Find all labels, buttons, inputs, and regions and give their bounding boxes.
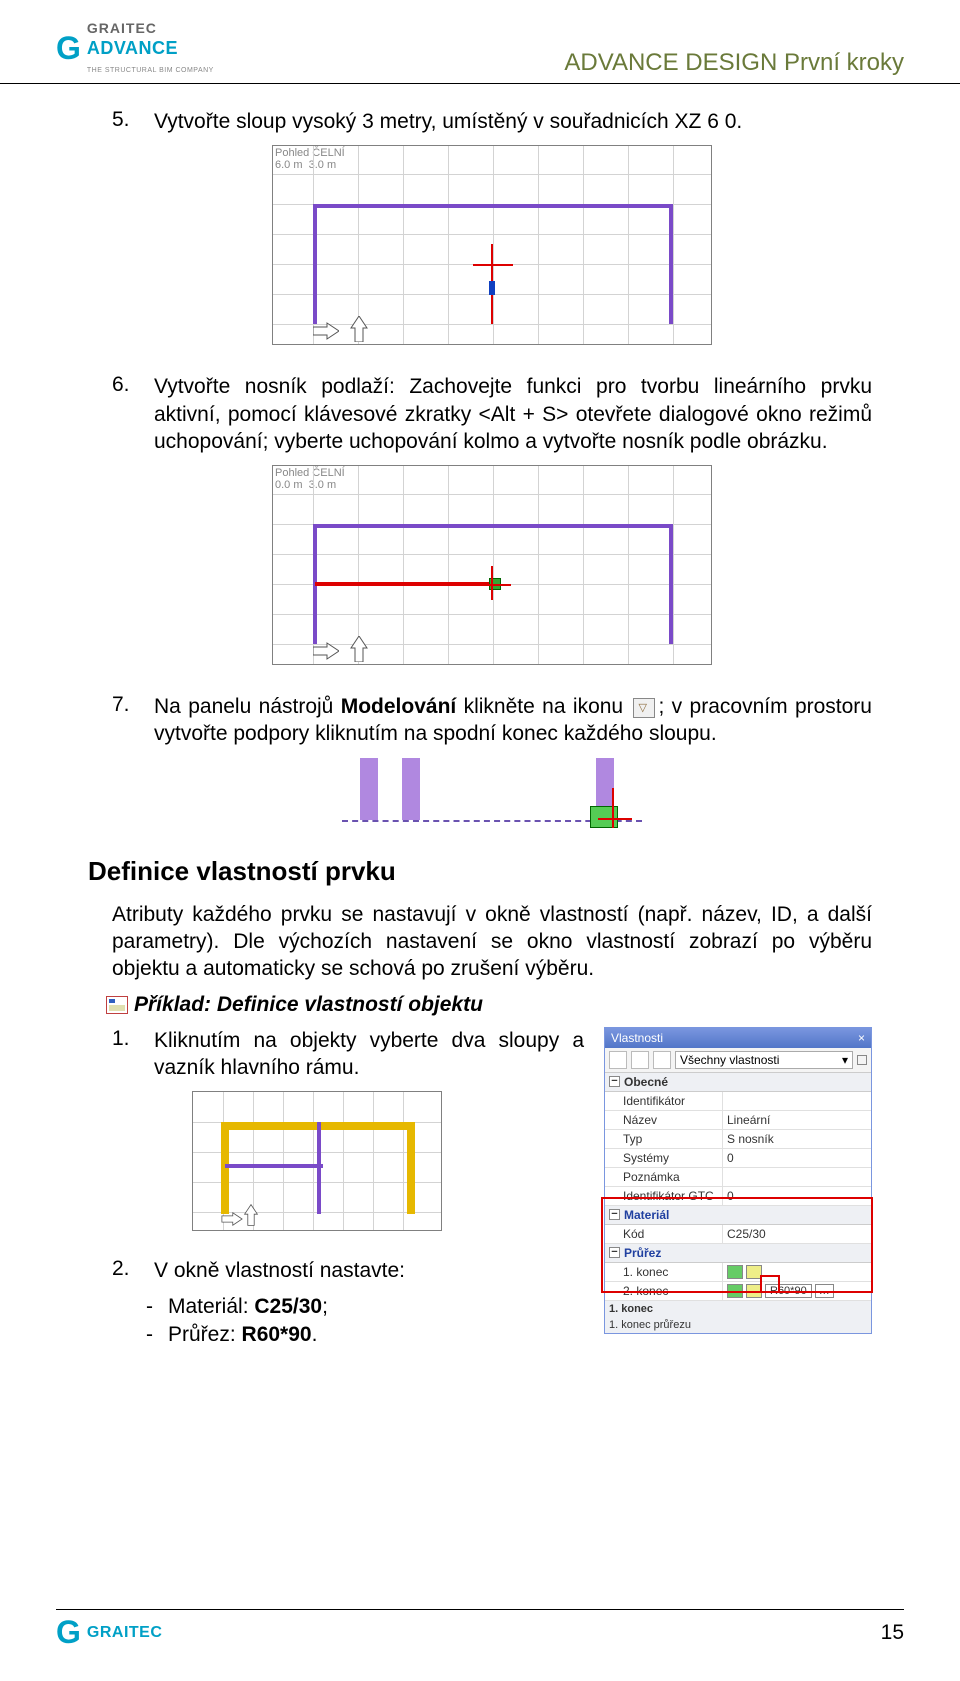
substep-1-num: 1. xyxy=(112,1027,140,1082)
bullet-material-value: C25/30 xyxy=(254,1295,322,1318)
arrow2-up-icon xyxy=(349,636,369,662)
cursor2-hline-icon xyxy=(475,584,511,586)
properties-title: Vlastnosti xyxy=(611,1031,663,1045)
section-title: Definice vlastností prvku xyxy=(88,856,872,887)
properties-toolbar: Všechny vlastnosti ▾ xyxy=(605,1048,871,1073)
bullet-section-label: Průřez: xyxy=(168,1323,242,1346)
step-6-text: Vytvořte nosník podlaží: Zachovejte funk… xyxy=(154,373,872,455)
prop-note-label: Poznámka xyxy=(605,1168,723,1186)
floor-beam-icon xyxy=(315,582,495,586)
selection-diagram xyxy=(192,1091,442,1231)
step-7-text-c: klikněte na ikonu xyxy=(456,695,630,718)
header-title: ADVANCE DESIGN První kroky xyxy=(564,49,904,77)
step-7-text-a: Na panelu nástrojů xyxy=(154,695,341,718)
cursor-hline-icon xyxy=(473,264,513,266)
frame2-top-beam xyxy=(313,524,673,528)
step-5-text: Vytvořte sloup vysoký 3 metry, umístěný … xyxy=(154,108,742,135)
sel-arrow-up-icon xyxy=(243,1204,259,1226)
bullet-material: - Materiál: C25/30; xyxy=(146,1295,584,1319)
logo-subtitle: THE STRUCTURAL BIM COMPANY xyxy=(87,67,214,74)
highlight-box-material xyxy=(601,1197,873,1293)
support-tool-icon[interactable] xyxy=(633,698,655,718)
frame-right-column xyxy=(669,204,673,324)
prop-ident-label: Identifikátor xyxy=(605,1092,723,1110)
step-7-num: 7. xyxy=(112,693,140,748)
bullet-material-label: Materiál: xyxy=(168,1295,254,1318)
cursor3-vline-icon xyxy=(612,788,614,828)
page-footer: G GRAITEC 15 xyxy=(56,1609,904,1651)
page-number: 15 xyxy=(881,1621,904,1645)
prop-footer-2: 1. konec průřezu xyxy=(605,1317,871,1333)
cursor3-hline-icon xyxy=(598,818,632,820)
highlight-box-k2button xyxy=(760,1275,780,1293)
sel-col-left xyxy=(221,1122,229,1214)
prop-next-button[interactable] xyxy=(653,1051,671,1069)
substep-1: 1. Kliknutím na objekty vyberte dva slou… xyxy=(112,1027,584,1082)
arrow2-right-icon xyxy=(313,642,339,660)
sel-floor-beam xyxy=(225,1164,323,1168)
step-5-num: 5. xyxy=(112,108,140,135)
page-header: G GRAITEC ADVANCE THE STRUCTURAL BIM COM… xyxy=(0,0,960,84)
logo: G GRAITEC ADVANCE THE STRUCTURAL BIM COM… xyxy=(56,20,214,77)
grid-diagram-2: Pohled ČELNÍ 0.0 m 3.0 m xyxy=(272,465,712,665)
bullet-section-suffix: . xyxy=(312,1323,318,1346)
sel-arrow-right-icon xyxy=(221,1212,243,1226)
logo-graitec: GRAITEC xyxy=(87,20,157,36)
cursor2-vline-icon xyxy=(491,566,493,600)
prop-ident-value[interactable] xyxy=(723,1092,871,1110)
step-7-text: Na panelu nástrojů Modelování klikněte n… xyxy=(154,693,872,748)
substep-2: 2. V okně vlastností nastavte: xyxy=(112,1257,584,1284)
logo-g-icon: G xyxy=(56,30,81,67)
example-label: Příklad: Definice vlastností objektu xyxy=(134,993,483,1017)
prop-section-general[interactable]: −Obecné xyxy=(605,1073,871,1092)
step-5: 5. Vytvořte sloup vysoký 3 metry, umístě… xyxy=(112,108,872,135)
prop-more-button[interactable] xyxy=(857,1055,867,1065)
substep-2-text: V okně vlastností nastavte: xyxy=(154,1257,405,1284)
frame-left-column xyxy=(313,204,317,324)
support-col-1 xyxy=(360,758,378,820)
section-para: Atributy každého prvku se nastavují v ok… xyxy=(112,901,872,983)
substep-1-text: Kliknutím na objekty vyberte dva sloupy … xyxy=(154,1027,584,1082)
prop-systems-label: Systémy xyxy=(605,1149,723,1167)
prop-filter-select[interactable]: Všechny vlastnosti ▾ xyxy=(675,1051,853,1069)
frame2-right-column xyxy=(669,524,673,644)
cursor-marker-icon xyxy=(489,281,495,295)
step-6: 6. Vytvořte nosník podlaží: Zachovejte f… xyxy=(112,373,872,455)
prop-type-value[interactable]: S nosník xyxy=(723,1130,871,1148)
arrow-up-icon xyxy=(349,316,369,342)
properties-panel: Vlastnosti × Všechny vlastnosti ▾ −Obecn… xyxy=(604,1027,872,1334)
example-heading: Příklad: Definice vlastností objektu xyxy=(106,993,872,1017)
logo-advance: ADVANCE xyxy=(87,38,178,58)
prop-note-value[interactable] xyxy=(723,1168,871,1186)
frame-top-beam xyxy=(313,204,673,208)
step-7: 7. Na panelu nástrojů Modelování kliknět… xyxy=(112,693,872,748)
prop-prev-button[interactable] xyxy=(631,1051,649,1069)
prop-filter-value: Všechny vlastnosti xyxy=(680,1053,779,1067)
support-diagram xyxy=(342,758,642,840)
sel-col-right xyxy=(407,1122,415,1214)
example-icon xyxy=(106,996,128,1014)
sel-mid-col xyxy=(317,1122,321,1214)
step-6-num: 6. xyxy=(112,373,140,455)
grid-diagram-1: Pohled ČELNÍ 6.0 m 3.0 m xyxy=(272,145,712,345)
properties-titlebar: Vlastnosti × xyxy=(605,1028,871,1048)
arrow-right-icon xyxy=(313,322,339,340)
substep-2-num: 2. xyxy=(112,1257,140,1284)
footer-logo: G GRAITEC xyxy=(56,1614,162,1651)
support-col-2 xyxy=(402,758,420,820)
step-7-text-b: Modelování xyxy=(341,695,457,718)
prop-systems-value[interactable]: 0 xyxy=(723,1149,871,1167)
close-icon[interactable]: × xyxy=(858,1031,865,1045)
prop-name-value[interactable]: Lineární xyxy=(723,1111,871,1129)
bullet-section: - Průřez: R60*90. xyxy=(146,1323,584,1347)
prop-footer-1: 1. konec xyxy=(605,1301,871,1317)
bullet-section-value: R60*90 xyxy=(242,1323,312,1346)
prop-name-label: Název xyxy=(605,1111,723,1129)
footer-logo-graitec: GRAITEC xyxy=(87,1624,163,1641)
bullet-material-suffix: ; xyxy=(322,1295,328,1318)
prop-save-button[interactable] xyxy=(609,1051,627,1069)
prop-type-label: Typ xyxy=(605,1130,723,1148)
prop-section-general-label: Obecné xyxy=(624,1075,668,1089)
footer-logo-g-icon: G xyxy=(56,1614,81,1651)
